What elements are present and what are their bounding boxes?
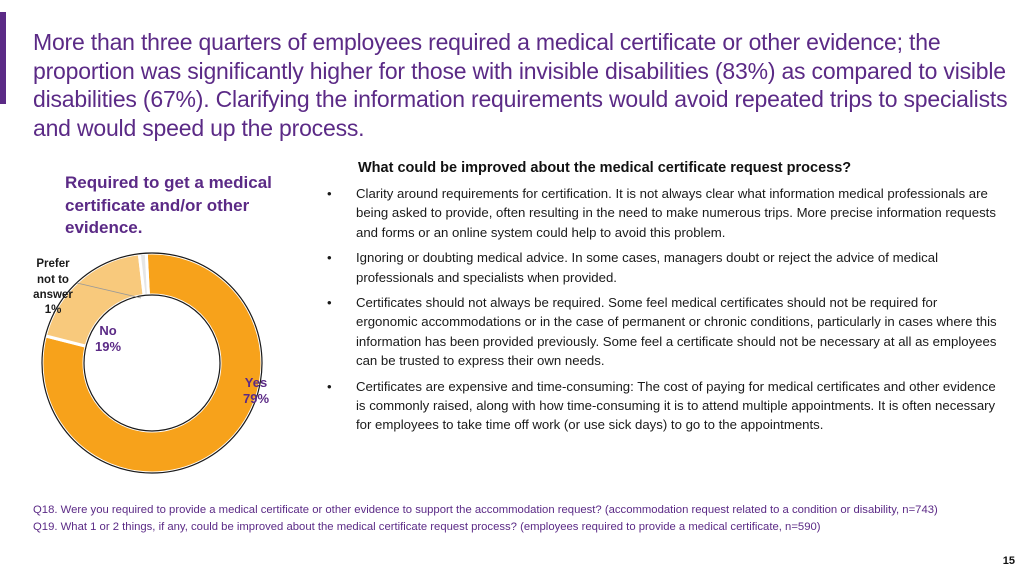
prefer-label-line-1: Prefer	[36, 258, 70, 270]
accent-bar	[0, 12, 6, 104]
donut-slices	[40, 251, 264, 475]
page-number: 15	[1002, 555, 1015, 567]
no-label-pct: 19%	[95, 339, 121, 354]
no-label-name: No	[99, 323, 116, 338]
list-item-text: Ignoring or doubting medical advice. In …	[356, 250, 939, 285]
prefer-leader-line	[76, 282, 142, 299]
footnotes: Q18. Were you required to provide a medi…	[33, 503, 963, 536]
list-item: • Ignoring or doubting medical advice. In…	[327, 248, 997, 287]
donut-chart: Prefer not to answer 1% No 19% Yes 79%	[33, 251, 269, 475]
bullet-icon: •	[327, 250, 332, 266]
footnote-q19: Q19. What 1 or 2 things, if any, could b…	[33, 520, 821, 533]
bullet-icon: •	[327, 378, 332, 394]
improvements-list: • Clarity around requirements for certifi…	[327, 184, 997, 441]
yes-label-name: Yes	[245, 375, 267, 390]
list-item: • Clarity around requirements for certifi…	[327, 184, 997, 242]
list-item: • Certificates are expensive and time-con…	[327, 377, 997, 435]
chart-title: Required to get a medical certificate an…	[65, 173, 272, 237]
list-item-text: Clarity around requirements for certific…	[356, 186, 996, 240]
footnote-q18: Q18. Were you required to provide a medi…	[33, 504, 938, 516]
improvements-heading: What could be improved about the medical…	[358, 160, 852, 176]
bullet-icon: •	[327, 186, 332, 201]
list-item-text: Certificates should not always be requir…	[356, 295, 997, 369]
page-title: More than three quarters of employees re…	[33, 29, 1008, 141]
yes-label-pct: 79%	[243, 391, 269, 406]
bullet-icon: •	[327, 295, 332, 311]
donut-hole	[83, 294, 221, 432]
list-item-text: Certificates are expensive and time-cons…	[356, 378, 996, 433]
donut-outline	[41, 252, 263, 474]
list-item: • Certificates should not always be requi…	[327, 293, 997, 371]
prefer-label-line-2: not to	[37, 274, 69, 286]
prefer-label-line-3: answer	[33, 289, 73, 301]
prefer-label-line-4: 1%	[45, 304, 62, 316]
